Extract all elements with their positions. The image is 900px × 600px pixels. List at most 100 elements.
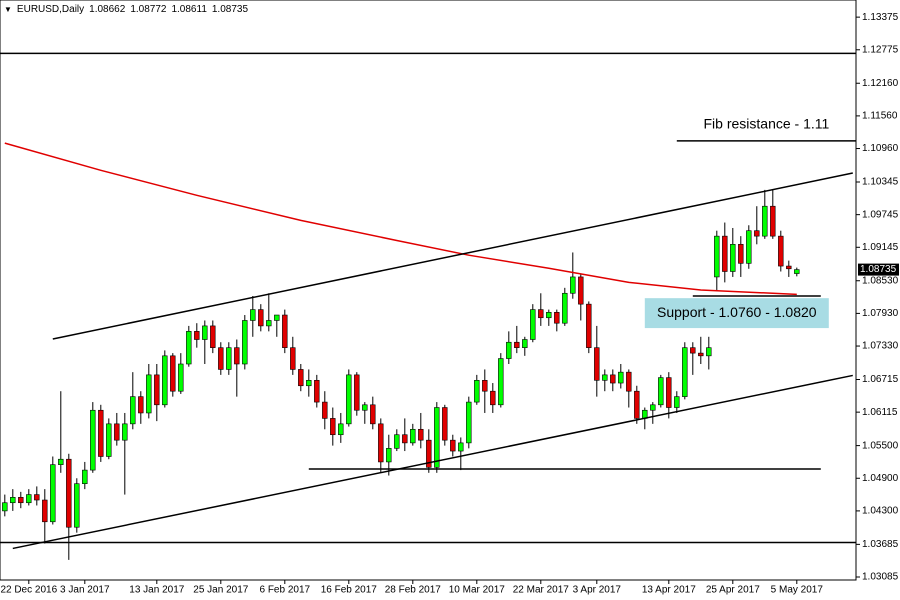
candle-body [386, 448, 392, 463]
candle-body [706, 347, 712, 357]
candle-body [130, 396, 136, 425]
candle-body [42, 499, 48, 523]
candle-body [434, 407, 440, 468]
candle-body [202, 325, 208, 340]
candle-body [106, 423, 112, 457]
candle-body [258, 309, 264, 327]
candle-body [138, 396, 144, 414]
candle-body [66, 458, 72, 528]
candle-body [250, 309, 256, 321]
x-tick-label: 25 Jan 2017 [193, 585, 248, 596]
candle-body [50, 464, 56, 523]
candle-body [170, 355, 176, 392]
y-tick-label: 1.10345 [862, 177, 899, 188]
line-label: Fib resistance - 1.11 [704, 116, 830, 132]
candle-body [306, 380, 312, 387]
candle-body [242, 320, 248, 365]
x-tick-label: 22 Mar 2017 [513, 585, 570, 596]
candle-layer [2, 189, 800, 560]
price-marker-label: 1.08735 [860, 264, 897, 275]
y-tick-label: 1.05500 [862, 440, 899, 451]
high-value: 1.08772 [130, 4, 167, 15]
candle-body [178, 363, 184, 392]
zone-label: Support - 1.0760 - 1.0820 [657, 304, 817, 320]
candle-body [370, 404, 376, 425]
y-tick-label: 1.03685 [862, 539, 899, 550]
candle-body [450, 439, 456, 452]
y-tick-label: 1.11560 [862, 111, 898, 122]
candle-body [538, 309, 544, 319]
candle-body [762, 205, 768, 237]
x-tick-label: 5 May 2017 [771, 585, 824, 596]
candle-body [626, 371, 632, 392]
candle-body [410, 428, 416, 444]
candle-body [218, 347, 224, 370]
candle-body [514, 341, 520, 348]
header-icon: ▼ [4, 5, 12, 14]
y-tick-label: 1.06715 [862, 374, 899, 385]
candle-body [330, 418, 336, 436]
y-tick-label: 1.12160 [862, 78, 899, 89]
candle-body [730, 243, 736, 272]
candle-body [402, 434, 408, 444]
candle-body [570, 276, 576, 294]
y-tick-label: 1.07930 [862, 308, 899, 319]
x-tick-label: 3 Jan 2017 [60, 585, 110, 596]
candle-body [146, 374, 152, 414]
candle-body [122, 423, 128, 441]
candle-body [34, 494, 40, 501]
candle-body [786, 265, 792, 270]
candle-body [394, 434, 400, 449]
x-tick-label: 22 Dec 2016 [0, 585, 57, 596]
candle-body [682, 347, 688, 397]
support-zone [644, 298, 829, 329]
candle-body [298, 369, 304, 387]
candle-body [522, 339, 528, 348]
candle-body [674, 396, 680, 408]
candle-body [650, 404, 656, 411]
candle-body [338, 423, 344, 436]
axis-layer: 1.13375 1.12775 1.12160 1.11560 1.10960 1.103… [0, 12, 899, 596]
low-value: 1.08611 [171, 4, 207, 15]
overlay-layer: Support - 1.0760 - 1.0820 Fib resistance … [0, 52, 856, 550]
candle-body [738, 243, 744, 264]
moving-average [4, 142, 797, 296]
open-value: 1.08662 [89, 4, 126, 15]
candle-body [322, 401, 328, 419]
candle-body [474, 380, 480, 403]
close-value: 1.08735 [211, 4, 249, 15]
candle-body [690, 347, 696, 354]
y-tick-label: 1.09745 [862, 209, 899, 220]
candle-body [74, 483, 80, 528]
candle-body [586, 303, 592, 348]
candle-body [18, 496, 24, 504]
candle-body [602, 374, 608, 381]
x-tick-label: 13 Apr 2017 [642, 585, 696, 596]
candle-body [466, 401, 472, 444]
y-tick-label: 1.04300 [862, 506, 899, 517]
candle-body [794, 269, 800, 274]
candle-body [714, 235, 720, 278]
candle-body [98, 409, 104, 457]
candle-body [666, 377, 672, 408]
symbol-label: EURUSD,Daily [16, 4, 85, 15]
chart-header: ▼ EURUSD,Daily 1.08662 1.08772 1.08611 1… [4, 4, 248, 15]
x-tick-label: 13 Jan 2017 [129, 585, 184, 596]
candle-body [282, 314, 288, 348]
back-layer [644, 298, 829, 329]
candle-body [578, 276, 584, 305]
candle-body [754, 230, 760, 237]
candle-body [530, 309, 536, 340]
plot-frame [0, 0, 857, 581]
candle-body [362, 404, 368, 411]
candle-body [418, 428, 424, 441]
y-tick-label: 1.04900 [862, 473, 899, 484]
candle-body [274, 314, 280, 321]
candle-body [82, 469, 88, 484]
trend-line [12, 374, 853, 550]
candle-body [746, 230, 752, 264]
candle-body [442, 407, 448, 441]
x-tick-label: 10 Mar 2017 [449, 585, 506, 596]
candle-body [698, 352, 704, 357]
